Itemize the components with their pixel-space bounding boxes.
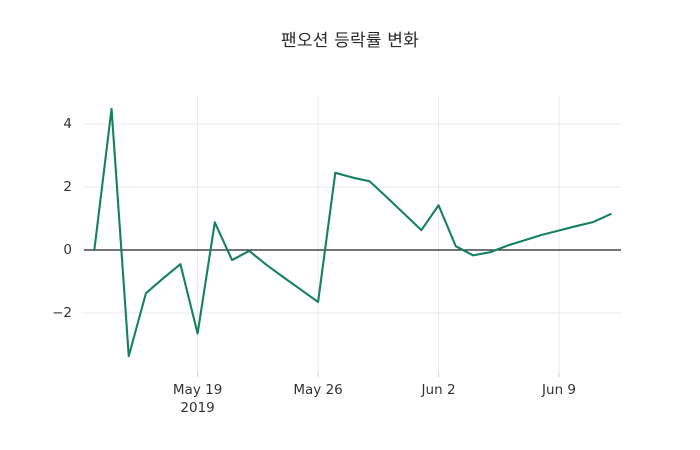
data-series-line bbox=[93, 107, 612, 358]
x-tick-label-main: May 26 bbox=[293, 381, 343, 398]
y-tick-label: −2 bbox=[52, 305, 72, 321]
x-tick-label-main: May 19 bbox=[172, 381, 223, 398]
x-tick-label: Jun 9 bbox=[542, 382, 576, 398]
y-tick-label: 2 bbox=[63, 179, 72, 195]
x-axis-tick-marks bbox=[197, 372, 560, 377]
x-tick-label-year: 2019 bbox=[180, 399, 215, 416]
x-tick-label: May 19 2019 bbox=[173, 382, 222, 416]
line-path bbox=[93, 107, 612, 358]
x-tick-label: Jun 2 bbox=[422, 382, 456, 398]
x-tick-label: May 26 bbox=[293, 382, 342, 398]
y-tick-label: 0 bbox=[63, 242, 72, 258]
x-tick-label-main: Jun 2 bbox=[421, 381, 456, 398]
chart-title: 팬오션 등락률 변화 bbox=[281, 31, 419, 51]
x-tick-label-main: Jun 9 bbox=[542, 381, 577, 398]
y-tick-label: 4 bbox=[63, 116, 72, 132]
